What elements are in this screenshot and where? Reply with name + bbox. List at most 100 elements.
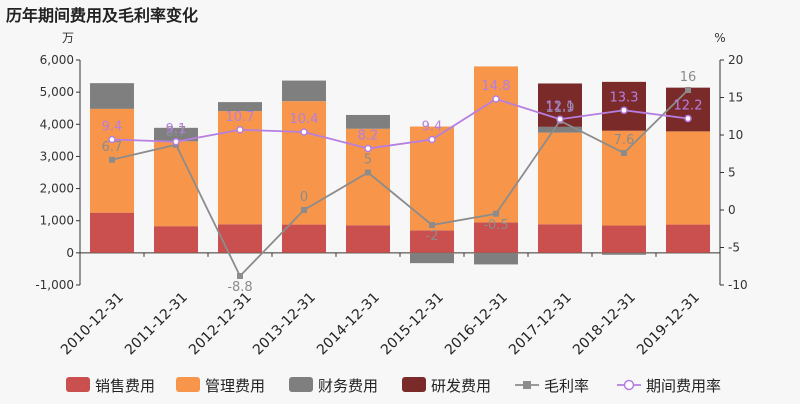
line-point [236,126,244,134]
bar [474,66,518,223]
bar [410,230,454,253]
y-right-tick-label: -5 [728,241,740,255]
y-left-tick-label: 5,000 [40,85,74,99]
data-label: 8.2 [358,129,379,144]
bar [218,224,262,253]
line-point [300,128,308,136]
legend-swatch [66,377,90,392]
x-tick-label: 2018-12-31 [570,290,639,359]
bar [154,226,198,253]
y-right-tick-label: 15 [728,91,743,105]
line-point [684,114,692,123]
legend-swatch [289,377,313,392]
legend-label: 财务费用 [318,377,378,395]
y-left-tick-label: 6,000 [40,53,74,67]
y-left-tick-label: 0 [66,246,74,260]
line-point [493,210,499,217]
legend-swatch [176,377,200,392]
data-label: -2 [426,229,439,244]
data-label: 10.7 [226,110,255,125]
bar [666,87,710,132]
legend-label: 毛利率 [544,377,589,395]
x-tick-label: 2013-12-31 [250,290,319,359]
data-label: 12.1 [546,99,575,114]
bar [90,83,134,109]
y-right-tick-label: -10 [728,278,748,292]
line-point [492,95,500,103]
legend-label: 研发费用 [431,377,491,395]
data-label: 0 [300,190,308,205]
line-point [364,144,372,153]
bar [282,101,326,225]
x-tick-label: 2019-12-31 [634,290,703,359]
bar [538,224,582,253]
line-point [301,207,307,213]
bar [602,225,646,253]
bar [346,225,390,253]
legend-label: 销售费用 [95,377,155,395]
line-point [621,150,627,156]
data-label: 10.4 [290,112,319,127]
legend-label: 期间费用率 [646,377,721,395]
legend-marker [623,379,635,391]
data-label: 6.7 [102,140,123,155]
bar [218,102,262,112]
y-left-tick-label: -1,000 [35,278,74,292]
bar [410,252,454,264]
data-label: -8.8 [227,280,252,295]
data-label: 5 [364,153,372,168]
series-line [111,89,689,278]
legend-label: 管理费用 [205,377,265,395]
bar [666,131,710,225]
bar [602,252,646,255]
series-line [111,98,689,150]
bar [666,224,710,253]
y-left-tick-label: 3,000 [40,149,74,163]
data-label: 9.4 [422,120,443,135]
bar [602,81,646,131]
data-label: 11.9 [546,101,575,116]
x-tick-label: 2012-12-31 [186,290,255,359]
bar [154,141,198,227]
bar [474,252,518,265]
bar [282,80,326,102]
bar [474,222,518,253]
x-tick-label: 2011-12-31 [122,290,191,359]
bar [282,224,326,253]
line-point [237,273,243,279]
y-left-unit: 万 [62,31,74,45]
data-label: 12.2 [674,99,703,114]
bar [90,212,134,253]
legend-marker [523,381,531,389]
chart-title: 历年期间费用及毛利率变化 [6,6,199,25]
x-tick-label: 2010-12-31 [58,290,127,359]
data-label: 7.6 [614,133,635,148]
bar [154,127,198,142]
bar [538,126,582,133]
y-right-tick-label: 5 [728,166,736,180]
x-tick-label: 2014-12-31 [314,290,383,359]
line-point [685,87,691,93]
data-label: 13.3 [610,90,639,105]
data-label: 9.4 [102,120,123,135]
line-point [556,115,564,123]
data-label: -0.5 [483,218,508,233]
y-right-tick-label: 10 [728,128,743,142]
line-point [428,135,436,144]
line-point [365,169,371,176]
line-point [429,222,435,228]
line-point [620,106,628,114]
legend-swatch [402,377,426,392]
x-tick-label: 2017-12-31 [506,290,575,359]
data-label: 14.8 [482,79,511,94]
y-left-tick-label: 2,000 [40,182,74,196]
data-label: 16 [680,70,697,85]
bar [346,114,390,129]
x-tick-label: 2016-12-31 [442,290,511,359]
line-point [172,138,180,146]
x-tick-label: 2015-12-31 [378,290,447,359]
bar [538,132,582,225]
y-right-unit: % [714,31,725,45]
